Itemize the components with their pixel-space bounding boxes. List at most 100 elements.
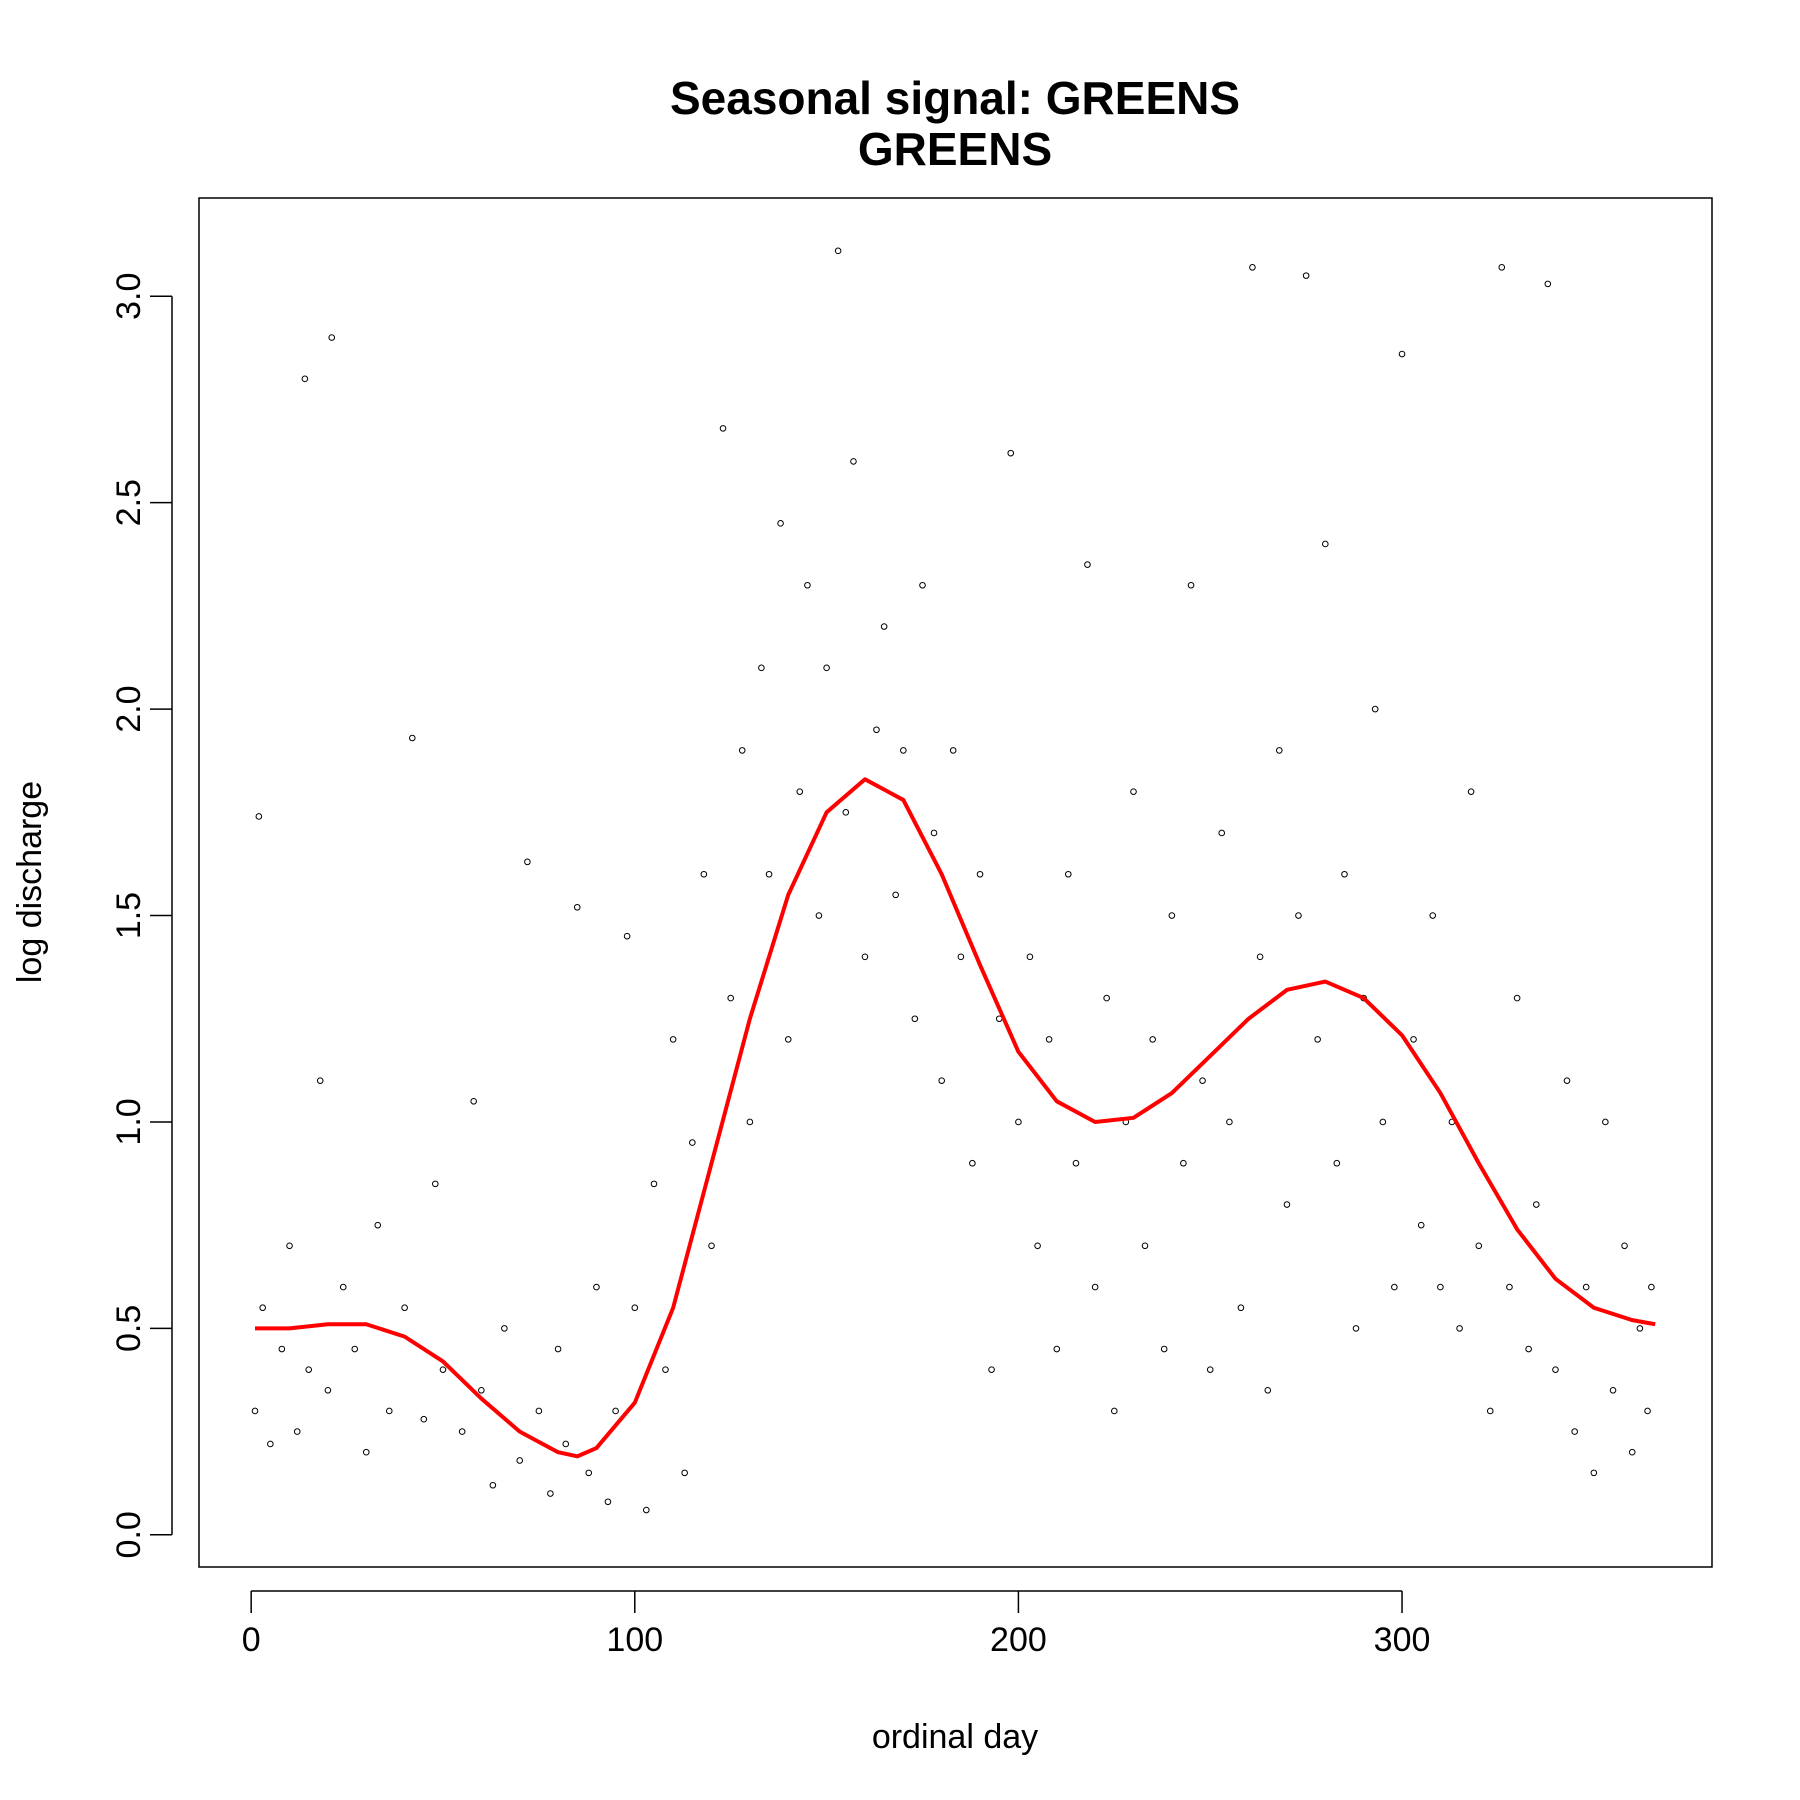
point: [669, 1036, 677, 1043]
point: [385, 1407, 393, 1415]
point: [554, 1345, 562, 1353]
point: [1563, 1077, 1571, 1084]
point: [573, 903, 581, 911]
point: [1199, 1077, 1206, 1084]
point: [301, 375, 309, 383]
point: [305, 1366, 313, 1373]
point: [1218, 829, 1226, 837]
point: [547, 1490, 554, 1497]
point: [1467, 788, 1475, 795]
y-tick-label: 2.5: [110, 479, 148, 526]
point: [408, 734, 416, 742]
point: [489, 1481, 497, 1489]
point: [1072, 1159, 1080, 1167]
x-tick-label: 100: [606, 1621, 663, 1659]
point: [1398, 350, 1406, 358]
x-tick-label: 0: [242, 1621, 261, 1659]
point: [969, 1159, 976, 1167]
point: [1322, 540, 1329, 548]
point: [1180, 1159, 1187, 1167]
point: [328, 334, 336, 341]
point: [758, 664, 765, 672]
point: [1111, 1407, 1118, 1415]
point: [1007, 449, 1015, 457]
point: [1417, 1221, 1425, 1229]
point: [689, 1139, 696, 1146]
point: [746, 1118, 754, 1126]
point: [593, 1283, 600, 1291]
point: [1644, 1407, 1651, 1415]
point: [1571, 1428, 1578, 1435]
point: [324, 1387, 332, 1394]
point: [823, 664, 830, 672]
point: [362, 1448, 370, 1456]
point: [1437, 1283, 1444, 1291]
point: [784, 1036, 792, 1043]
point: [815, 912, 823, 919]
point: [1648, 1283, 1655, 1291]
point: [259, 1304, 266, 1312]
point: [612, 1407, 619, 1415]
point: [1371, 705, 1379, 713]
point: [1237, 1304, 1245, 1312]
point: [650, 1180, 658, 1188]
point: [255, 813, 263, 820]
point: [351, 1345, 359, 1353]
y-tick-label: 2.0: [110, 685, 148, 732]
y-tick-label: 3.0: [110, 273, 148, 320]
point: [796, 788, 804, 795]
point: [1544, 280, 1552, 288]
point: [1609, 1387, 1617, 1394]
point: [873, 726, 880, 734]
point: [1475, 1242, 1483, 1250]
point: [516, 1457, 524, 1464]
point: [777, 520, 784, 527]
point: [727, 994, 734, 1002]
point: [374, 1221, 382, 1229]
point: [1206, 1366, 1214, 1373]
point: [911, 1015, 919, 1023]
point: [1187, 581, 1195, 589]
point: [1506, 1283, 1513, 1291]
point: [949, 747, 957, 754]
point: [562, 1440, 570, 1448]
point: [850, 458, 857, 465]
point: [930, 829, 938, 837]
point: [988, 1366, 995, 1373]
point: [1091, 1283, 1099, 1291]
point: [842, 809, 850, 816]
point: [286, 1242, 293, 1250]
point: [892, 891, 899, 899]
point: [458, 1428, 466, 1435]
point: [278, 1345, 286, 1353]
point: [1034, 1242, 1041, 1250]
point: [1456, 1325, 1463, 1332]
point: [585, 1469, 593, 1477]
point: [1141, 1242, 1149, 1250]
smooth-line: [255, 777, 1656, 1459]
point: [1333, 1159, 1341, 1167]
point: [900, 747, 907, 754]
y-tick-label: 1.5: [110, 892, 148, 939]
point: [1015, 1118, 1022, 1126]
point: [804, 581, 811, 589]
point: [1590, 1469, 1598, 1477]
point: [1552, 1366, 1559, 1373]
point: [957, 953, 965, 961]
point: [700, 870, 708, 878]
point: [631, 1304, 639, 1312]
point: [834, 247, 842, 255]
point: [535, 1407, 543, 1415]
point: [1249, 264, 1256, 271]
point: [919, 581, 926, 589]
point: [1533, 1201, 1540, 1208]
x-axis-label: ordinal day: [872, 1718, 1038, 1756]
point: [1302, 272, 1310, 279]
point: [1621, 1242, 1628, 1250]
point: [1149, 1036, 1156, 1043]
point: [1045, 1036, 1053, 1043]
point: [1341, 870, 1348, 878]
